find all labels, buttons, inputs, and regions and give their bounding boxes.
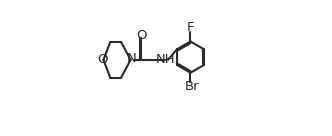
Text: Br: Br (185, 80, 199, 93)
Text: N: N (126, 52, 136, 65)
Text: O: O (136, 29, 147, 42)
Text: F: F (187, 21, 194, 34)
Text: NH: NH (155, 53, 175, 66)
Text: O: O (97, 53, 107, 66)
